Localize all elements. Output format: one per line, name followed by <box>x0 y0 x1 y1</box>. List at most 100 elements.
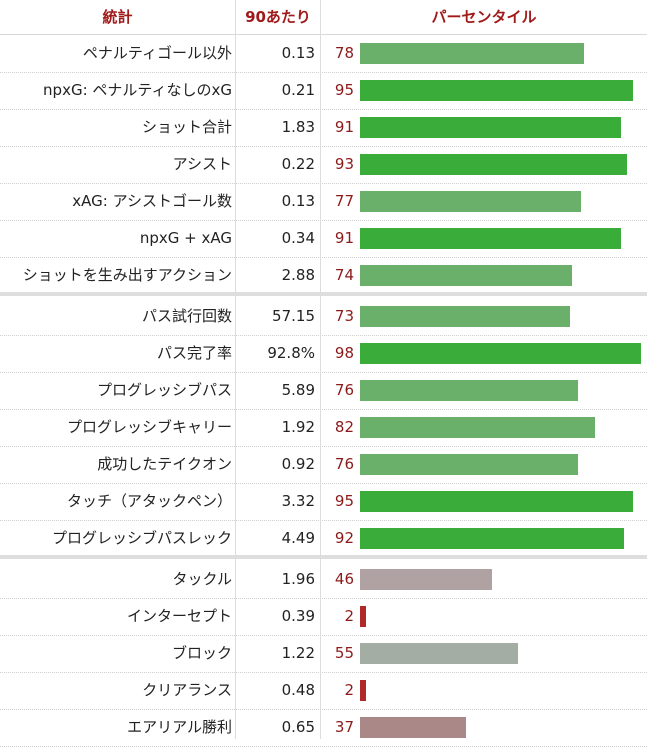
table-row: タッチ（アタックペン） 3.32 95 <box>0 483 647 521</box>
per90-value: 4.49 <box>281 529 315 547</box>
per90-value: 0.48 <box>281 681 315 699</box>
stat-name: ショットを生み出すアクション <box>22 266 232 284</box>
percentile-bar <box>360 380 578 401</box>
table-row: インターセプト 0.39 2 <box>0 598 647 636</box>
table-row: ペナルティゴール以外 0.13 78 <box>0 35 647 73</box>
stat-name: プログレッシブパス <box>96 381 232 399</box>
per90-value: 57.15 <box>272 307 315 325</box>
percentile-value: 76 <box>334 381 354 399</box>
table-row: npxG: ペナルティなしのxG 0.21 95 <box>0 72 647 110</box>
percentile-bar <box>360 306 570 327</box>
stat-name: xAG: アシストゴール数 <box>72 192 232 210</box>
stat-name: アシスト <box>172 155 232 173</box>
percentile-value: 37 <box>334 718 354 736</box>
per90-value: 5.89 <box>281 381 315 399</box>
stat-name: プログレッシブパスレック <box>51 529 232 547</box>
percentile-bar <box>360 343 641 364</box>
stat-name: ペナルティゴール以外 <box>82 44 232 62</box>
percentile-value: 93 <box>334 155 354 173</box>
table-row: プログレッシブキャリー 1.92 82 <box>0 409 647 447</box>
column-divider <box>235 0 236 739</box>
percentile-value: 77 <box>334 192 354 210</box>
table-row: パス試行回数 57.15 73 <box>0 298 647 336</box>
per90-value: 0.39 <box>281 607 315 625</box>
table-row: パス完了率 92.8% 98 <box>0 335 647 373</box>
stat-name: タッチ（アタックペン） <box>66 492 232 510</box>
per90-value: 0.13 <box>281 44 315 62</box>
percentile-bar <box>360 80 633 101</box>
stat-name: 成功したテイクオン <box>97 455 232 473</box>
table-row: ショットを生み出すアクション 2.88 74 <box>0 257 647 295</box>
header-percentile[interactable]: パーセンタイル <box>431 8 537 26</box>
stat-name: パス試行回数 <box>141 307 232 325</box>
stat-name: クリアランス <box>142 681 232 699</box>
stat-name: インターセプト <box>126 607 232 625</box>
stat-name: パス完了率 <box>156 344 232 362</box>
stat-name: ブロック <box>171 644 232 662</box>
stat-name: npxG + xAG <box>139 229 232 247</box>
table-row: エアリアル勝利 0.65 37 <box>0 709 647 747</box>
table-header: 統計 90あたり パーセンタイル <box>0 0 647 35</box>
percentile-value: 74 <box>334 266 354 284</box>
percentile-value: 2 <box>344 681 354 699</box>
percentile-bar <box>360 265 572 286</box>
per90-value: 1.83 <box>281 118 315 136</box>
percentile-value: 73 <box>334 307 354 325</box>
column-divider <box>320 0 321 739</box>
table-row: ブロック 1.22 55 <box>0 635 647 673</box>
per90-value: 92.8% <box>267 344 315 362</box>
percentile-value: 78 <box>334 44 354 62</box>
per90-value: 2.88 <box>281 266 315 284</box>
percentile-bar <box>360 717 466 738</box>
stat-name: npxG: ペナルティなしのxG <box>43 81 232 99</box>
percentile-bar <box>360 43 584 64</box>
table-row: アシスト 0.22 93 <box>0 146 647 184</box>
stat-name: プログレッシブキャリー <box>66 418 232 436</box>
table-row: 成功したテイクオン 0.92 76 <box>0 446 647 484</box>
percentile-value: 55 <box>334 644 354 662</box>
percentile-value: 95 <box>334 81 354 99</box>
header-per90[interactable]: 90あたり <box>245 8 311 26</box>
percentile-bar <box>360 417 595 438</box>
stat-name: エアリアル勝利 <box>127 718 232 736</box>
percentile-bar <box>360 569 492 590</box>
percentile-bar <box>360 228 621 249</box>
per90-value: 0.13 <box>281 192 315 210</box>
header-stat[interactable]: 統計 <box>102 8 133 26</box>
per90-value: 3.32 <box>281 492 315 510</box>
per90-value: 1.22 <box>281 644 315 662</box>
percentile-value: 98 <box>334 344 354 362</box>
percentile-bar <box>360 191 581 212</box>
percentile-value: 92 <box>334 529 354 547</box>
percentile-value: 95 <box>334 492 354 510</box>
table-row: タックル 1.96 46 <box>0 561 647 599</box>
per90-value: 0.65 <box>281 718 315 736</box>
stat-name: タックル <box>172 570 232 588</box>
table-row: クリアランス 0.48 2 <box>0 672 647 710</box>
per90-value: 0.21 <box>281 81 315 99</box>
per90-value: 0.22 <box>281 155 315 173</box>
percentile-value: 46 <box>334 570 354 588</box>
section-separator <box>0 292 647 296</box>
percentile-bar <box>360 117 621 138</box>
stat-name: ショット合計 <box>141 118 232 136</box>
per90-value: 0.92 <box>281 455 315 473</box>
percentile-bar <box>360 528 624 549</box>
table-row: プログレッシブパス 5.89 76 <box>0 372 647 410</box>
per90-value: 0.34 <box>281 229 315 247</box>
per90-value: 1.92 <box>281 418 315 436</box>
table-row: xAG: アシストゴール数 0.13 77 <box>0 183 647 221</box>
percentile-bar <box>360 606 366 627</box>
percentile-bar <box>360 154 627 175</box>
table-row: プログレッシブパスレック 4.49 92 <box>0 520 647 558</box>
percentile-bar <box>360 491 633 512</box>
percentile-bar <box>360 680 366 701</box>
percentile-bar <box>360 643 518 664</box>
percentile-bar <box>360 454 578 475</box>
percentile-value: 76 <box>334 455 354 473</box>
percentile-value: 2 <box>344 607 354 625</box>
percentile-value: 91 <box>334 118 354 136</box>
table-row: npxG + xAG 0.34 91 <box>0 220 647 258</box>
section-separator <box>0 555 647 559</box>
